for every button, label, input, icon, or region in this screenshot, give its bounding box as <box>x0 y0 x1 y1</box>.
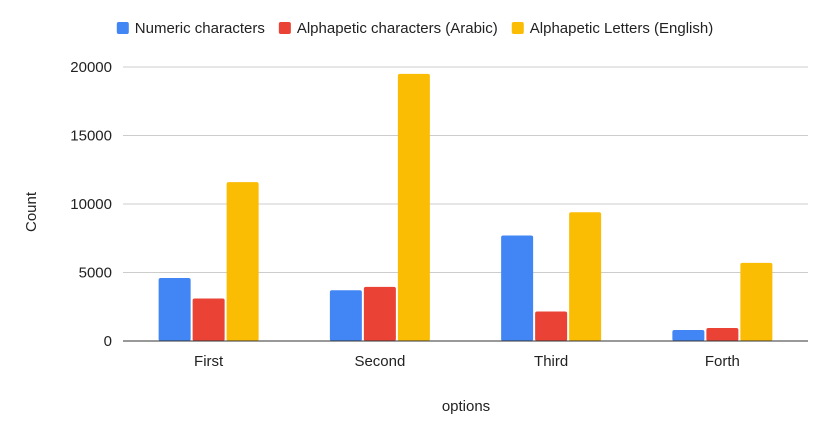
x-axis-ticks: First Second Third Forth <box>194 353 740 370</box>
bar-forth-series-1 <box>672 330 705 341</box>
bar-forth-series-3 <box>740 262 773 341</box>
legend-swatch <box>511 22 524 34</box>
x-tick-label: First <box>194 353 224 370</box>
bars <box>158 73 773 341</box>
x-tick-label: Second <box>354 353 405 370</box>
bar-third-series-2 <box>535 311 568 341</box>
x-tick-label: Third <box>534 353 568 370</box>
legend-swatch <box>278 22 291 34</box>
legend-label: Numeric characters <box>135 20 265 37</box>
y-tick-label: 10000 <box>70 196 112 213</box>
bar-first-series-3 <box>226 182 259 341</box>
gridlines <box>123 66 808 273</box>
legend-label: Alphapetic characters (Arabic) <box>297 20 498 37</box>
bar-second-series-2 <box>363 286 396 341</box>
y-tick-label: 15000 <box>70 128 112 145</box>
x-tick-label: Forth <box>705 353 740 370</box>
y-tick-label: 0 <box>104 333 112 350</box>
legend-item: Alphapetic Letters (English) <box>511 20 713 37</box>
bar-third-series-1 <box>501 235 534 341</box>
y-tick-label: 20000 <box>70 59 112 76</box>
legend-item: Alphapetic characters (Arabic) <box>278 20 498 37</box>
y-tick-label: 5000 <box>79 265 112 282</box>
bar-first-series-1 <box>158 277 191 341</box>
bar-forth-series-2 <box>706 327 739 341</box>
bar-second-series-3 <box>397 73 430 341</box>
legend-label: Alphapetic Letters (English) <box>530 20 713 37</box>
y-axis-ticks: 0 5000 10000 15000 20000 <box>70 59 112 350</box>
bar-second-series-1 <box>329 290 362 341</box>
x-axis-title: options <box>442 398 490 415</box>
chart-legend: Numeric characters Alphapetic characters … <box>116 20 713 37</box>
legend-item: Numeric characters <box>116 20 265 37</box>
bar-first-series-2 <box>192 298 225 341</box>
y-axis-title: Count <box>23 191 40 232</box>
legend-swatch <box>116 22 129 34</box>
bar-third-series-3 <box>569 212 602 341</box>
